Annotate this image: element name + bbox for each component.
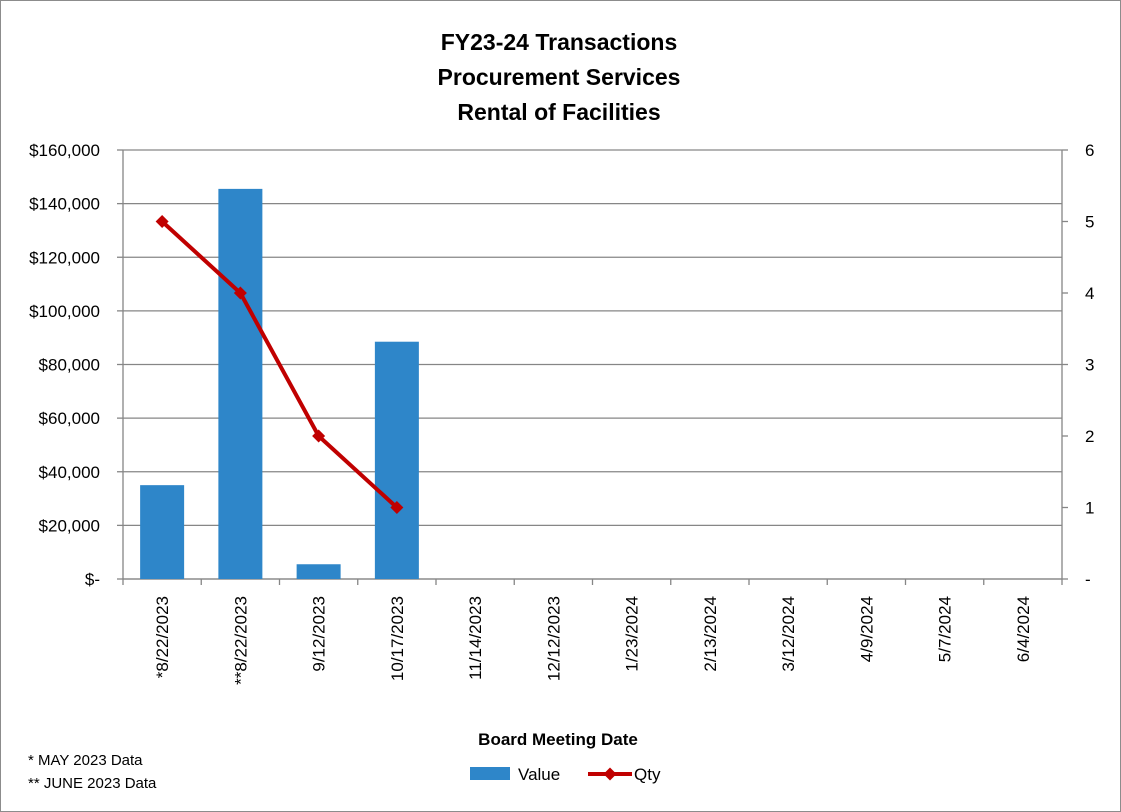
bar-value-1 xyxy=(140,485,185,579)
x-tick-label: 9/12/2023 xyxy=(310,596,329,672)
y-left-tick-label: $- xyxy=(85,570,100,589)
bar-value-3 xyxy=(296,564,341,579)
qty-point-1 xyxy=(155,215,169,228)
qty-point-3 xyxy=(312,429,326,443)
x-axis-label: Board Meeting Date xyxy=(478,730,638,749)
x-tick-label: **8/22/2023 xyxy=(231,596,250,685)
legend-value-label: Value xyxy=(518,765,560,784)
y-left-tick-label: $80,000 xyxy=(39,356,100,375)
y-left-tick-label: $60,000 xyxy=(39,409,100,428)
legend-qty-marker xyxy=(603,767,617,781)
x-tick-label: 4/9/2024 xyxy=(857,596,876,662)
x-tick-label: *8/22/2023 xyxy=(153,596,172,678)
y-right-tick-label: 5 xyxy=(1085,213,1094,232)
y-right-tick-label: 4 xyxy=(1085,284,1094,303)
y-right-tick-label: 2 xyxy=(1085,427,1094,446)
y-right-tick-label: 3 xyxy=(1085,356,1094,375)
y-right-tick-label: 1 xyxy=(1085,499,1094,518)
footnote-1: * MAY 2023 Data xyxy=(28,752,143,769)
bar-value-2 xyxy=(218,188,263,580)
legend-value-swatch xyxy=(470,767,510,780)
x-tick-label: 6/4/2024 xyxy=(1014,596,1033,662)
x-tick-label: 10/17/2023 xyxy=(388,596,407,681)
x-tick-label: 1/23/2024 xyxy=(623,596,642,672)
bar-value-4 xyxy=(374,341,419,579)
x-tick-label: 5/7/2024 xyxy=(936,596,955,662)
legend-qty-label: Qty xyxy=(634,765,661,784)
x-tick-label: 2/13/2024 xyxy=(701,596,720,672)
qty-point-4 xyxy=(390,501,404,514)
chart-title-line-3: Rental of Facilities xyxy=(457,99,660,125)
footnote-2: ** JUNE 2023 Data xyxy=(28,775,157,792)
y-left-tick-label: $100,000 xyxy=(29,302,100,321)
y-left-tick-label: $20,000 xyxy=(39,516,100,535)
y-right-tick-label: - xyxy=(1085,570,1091,589)
y-right-tick-label: 6 xyxy=(1085,141,1094,160)
chart-title-line-2: Procurement Services xyxy=(438,64,681,90)
x-tick-label: 3/12/2024 xyxy=(779,596,798,672)
chart-title-line-1: FY23-24 Transactions xyxy=(441,29,678,55)
y-left-tick-label: $160,000 xyxy=(29,141,100,160)
qty-point-2 xyxy=(233,286,247,300)
y-left-tick-label: $120,000 xyxy=(29,248,100,267)
x-tick-label: 11/14/2023 xyxy=(466,596,485,680)
y-left-tick-label: $140,000 xyxy=(29,195,100,214)
y-left-tick-label: $40,000 xyxy=(39,463,100,482)
x-tick-label: 12/12/2023 xyxy=(544,596,563,681)
qty-line xyxy=(160,220,399,509)
